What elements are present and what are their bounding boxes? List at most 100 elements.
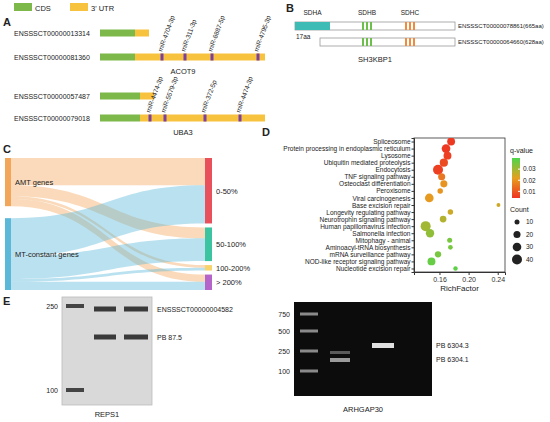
target-label: > 200% [216,278,242,287]
tick-mark [412,247,415,248]
gel-band [124,335,148,340]
y-tick: Nucleotide excision repair [336,265,414,273]
gel-background [294,302,432,396]
tick-label: 0.16 [433,276,447,283]
tick-mark [412,268,415,269]
gel-band [124,307,148,312]
domain-stripe [405,22,407,30]
bubble [428,257,436,265]
figure: ABCDECDS3' UTRENSSSCT00000013314ENSSSCT0… [0,0,550,422]
panel-label: A [3,16,11,28]
size-legend-label: 40 [526,256,534,263]
transcript-id: ENSSSCT00000081360 [14,54,90,61]
transcript-label: ENSSSCT00000064660(628aa) [458,39,544,45]
x-tick: 0.16 [433,272,447,283]
colorbar-label: 0.03 [523,165,536,172]
x-tick: 0.20 [462,272,476,283]
size-legend-circle [513,243,522,252]
mirna-label: miR-5579-3p [159,75,179,113]
domain-stripe [370,22,372,30]
tick-mark [412,240,415,241]
domain-stripe [370,38,372,46]
gel-band [330,351,350,354]
domain-stripe [362,38,364,46]
mirna-label: miR-4795-3p [252,14,272,52]
gel-band [94,335,116,340]
domain-stripe [413,38,415,46]
panel-label: B [286,2,294,14]
colorbar-tick [518,169,520,170]
tick-mark [439,272,440,275]
bubble [425,194,434,203]
bubbles [421,138,501,271]
gene-name: ARHGAP30 [343,405,383,414]
source-node [5,158,11,206]
utr-segment [135,54,265,61]
mirna-label: miR-4704-3p [156,14,176,52]
mirna-site [204,115,207,122]
panel-c: AMT genesMT-constant genes0-50%50-100%10… [5,158,251,290]
tick-mark [412,205,415,206]
mirna-label: miR-4474-3p [234,75,254,113]
ladder-band [66,388,84,392]
tick-mark [412,142,415,143]
bubble [437,188,442,193]
mirna-label: miR-6887-5p [206,14,226,52]
mirna-label: miR-311-3p [179,18,198,53]
protein-bar [320,38,455,46]
target-label: 50-100% [216,240,246,249]
domain-label: SDHA [303,9,322,16]
cds-segment [100,93,140,100]
mirna-site [239,115,242,122]
bubble [444,152,452,160]
colorbar [512,158,520,198]
colorbar-title: q-value [510,147,533,155]
cds-segment [100,54,135,61]
sankey-link [11,238,205,279]
size-legend-label: 10 [526,218,534,225]
band-label: PB 6304.1 [436,356,469,363]
ladder-band [300,370,318,373]
target-node [205,227,212,261]
cds-segment [100,115,140,122]
target-node [205,265,212,270]
panel-a: CDS3' UTRENSSSCT00000013314ENSSSCT000000… [14,3,273,137]
ladder-label: 250 [46,303,58,310]
mirna-site [211,54,214,61]
tick-mark [412,170,415,171]
tick-label: Osteoclast differentiation [339,180,411,187]
source-node [5,218,11,290]
size-legend-circle [515,220,520,225]
domain-stripe [405,38,407,46]
ladder-label: 100 [46,387,58,394]
bubble [497,203,501,207]
y-tick: Osteoclast differentiation [339,180,414,187]
ladder-band [300,350,318,353]
panel-label: C [3,143,11,155]
target-label: 100-200% [216,264,251,273]
plot-frame [414,138,505,272]
domain-label: SDHB [358,9,376,16]
colorbar-label: 0.01 [523,188,536,195]
domain-stripe [409,22,411,30]
ladder-label: 500 [278,328,290,335]
tick-mark [412,233,415,234]
tick-mark [412,212,415,213]
tick-mark [412,261,415,262]
bubble [433,165,443,175]
legend-swatch [70,3,88,11]
ladder-label: 100 [278,368,290,375]
transcript-label: ENSSSCT00000078861(665aa) [458,23,544,29]
mirna-label: miR-372-5p [199,79,218,114]
tick-mark [412,149,415,150]
y-tick: Peroxisome [376,187,414,194]
panel-label: D [262,126,270,138]
tick-label: Nucleotide excision repair [336,265,411,273]
y-axis: SpliceosomeProtein processing in endopla… [283,138,414,273]
transcript-id: ENSSSCT00000079018 [14,115,90,122]
bubble [440,216,447,223]
ladder-band [300,313,318,316]
domain-label: SDHC [401,9,420,16]
tick-mark [469,272,470,275]
tick-mark [412,163,415,164]
